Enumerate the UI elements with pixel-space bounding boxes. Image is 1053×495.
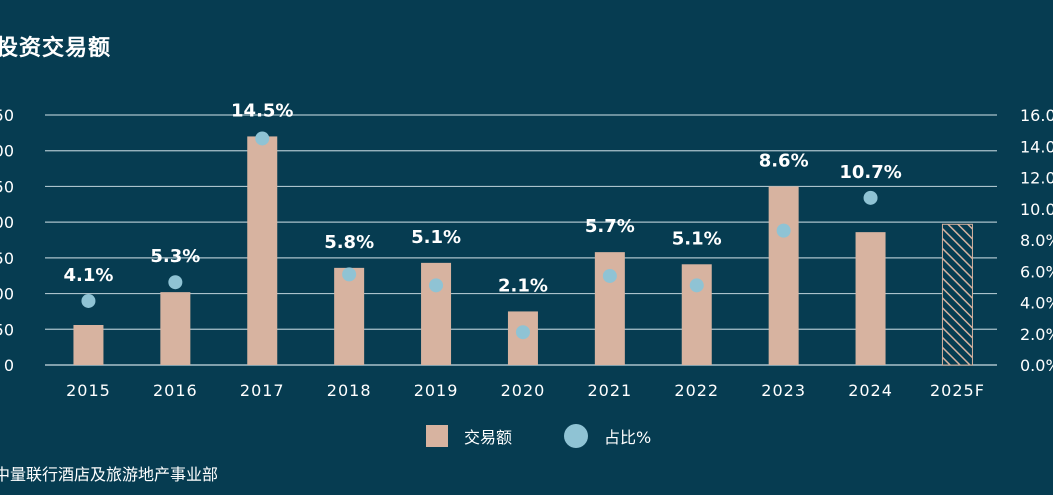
source-note: 中量联行酒店及旅游地产事业部 [0, 465, 219, 484]
share-dot [776, 223, 791, 238]
chart-title: 投资交易额 [0, 36, 112, 61]
x-tick-label: 2016 [153, 381, 198, 400]
y-right-tick-label: 2.0% [1020, 325, 1053, 344]
x-tick-label: 2019 [414, 381, 459, 400]
bar [768, 186, 799, 365]
legend-item-share: 占比% [564, 424, 651, 448]
bar [855, 232, 886, 365]
y-left-tick-label: 200 [0, 213, 14, 232]
data-label: 8.6% [759, 150, 809, 171]
y-right-tick-label: 16.0% [1020, 106, 1053, 125]
x-tick-label: 2017 [240, 381, 285, 400]
share-dot [168, 275, 183, 290]
share-dot [863, 190, 878, 205]
data-label: 5.7% [585, 216, 635, 237]
share-dot [342, 267, 357, 282]
legend-label-amount: 交易额 [464, 428, 513, 447]
y-right-tick-label: 6.0% [1020, 262, 1053, 281]
y-right-tick-label: 10.0% [1020, 200, 1053, 219]
bar [247, 136, 278, 365]
data-label: 10.7% [839, 162, 901, 183]
share-dot [602, 268, 617, 283]
y-right-tick-label: 0.0% [1020, 356, 1053, 375]
x-tick-label: 2025F [930, 381, 985, 400]
y-left-tick-label: 250 [0, 177, 14, 196]
y-right-tick-label: 8.0% [1020, 231, 1053, 250]
x-tick-label: 2023 [761, 381, 806, 400]
x-tick-label: 2021 [587, 381, 632, 400]
y-right-tick-label: 4.0% [1020, 294, 1053, 313]
legend-bar-swatch [426, 425, 448, 447]
y-left-tick-label: 150 [0, 249, 14, 268]
data-label: 2.1% [498, 275, 548, 296]
legend: 交易额 占比% [426, 424, 651, 448]
share-dot [515, 325, 530, 340]
bar-forecast [941, 223, 973, 366]
x-tick-label: 2024 [848, 381, 893, 400]
legend-dot-swatch [564, 424, 589, 448]
legend-label-share: 占比% [604, 428, 652, 447]
y-right-tick-label: 14.0% [1020, 137, 1053, 156]
share-dot [255, 131, 270, 146]
data-label: 5.1% [672, 228, 722, 249]
legend-item-amount: 交易额 [426, 424, 512, 448]
data-label: 14.5% [231, 100, 293, 121]
data-label: 5.1% [411, 227, 461, 248]
y-left-tick-label: 100 [0, 285, 14, 304]
bar [421, 262, 452, 365]
x-tick-label: 2022 [674, 381, 719, 400]
share-dot [689, 278, 704, 293]
y-left-tick-label: 0 [4, 356, 14, 375]
bar [334, 267, 365, 365]
x-tick-label: 2020 [501, 381, 546, 400]
share-dot [81, 293, 96, 308]
bar [73, 325, 104, 365]
data-label: 4.1% [63, 265, 113, 286]
bar [160, 292, 191, 365]
x-tick-label: 2015 [66, 381, 111, 400]
combo-chart: 4.1% 5.3% 14.5% 5.8% 5.1% 2.1% 5.7% 5.1% 8.6% 10.… [0, 100, 1053, 400]
y-right-tick-label: 12.0% [1020, 169, 1053, 188]
y-left-tick-label: 350 [0, 106, 14, 125]
y-left-tick-label: 300 [0, 142, 14, 161]
data-label: 5.8% [324, 232, 374, 253]
share-dot [429, 278, 444, 293]
x-tick-label: 2018 [327, 381, 372, 400]
y-left-tick-label: 50 [0, 320, 14, 339]
data-label: 5.3% [150, 246, 200, 267]
